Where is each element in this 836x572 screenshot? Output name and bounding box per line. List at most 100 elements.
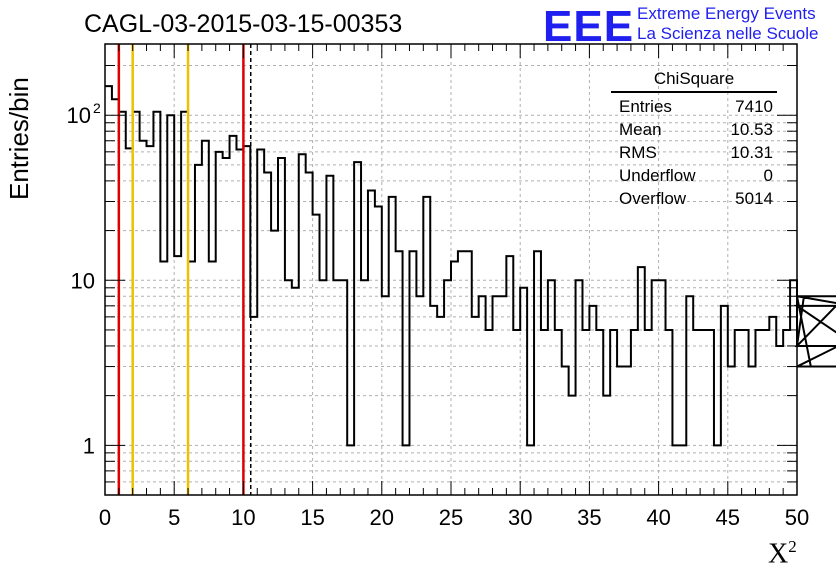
stats-label: RMS bbox=[619, 143, 657, 162]
histogram-bin bbox=[686, 296, 693, 495]
stats-row-underflow: Underflow 0 bbox=[611, 164, 777, 187]
x-tick-label: 25 bbox=[439, 505, 463, 530]
x-tick-label: 30 bbox=[508, 505, 532, 530]
stats-row-mean: Mean 10.53 bbox=[611, 118, 777, 141]
histogram-bin bbox=[375, 206, 382, 495]
stats-value: 7410 bbox=[735, 97, 773, 116]
x-tick-label: 35 bbox=[577, 505, 601, 530]
histogram-bin bbox=[437, 317, 444, 495]
logo-subtitle-2: La Scienza nelle Scuole bbox=[637, 24, 819, 43]
stats-row-overflow: Overflow 5014 bbox=[611, 187, 777, 210]
histogram-bin bbox=[333, 280, 340, 495]
histogram-bin bbox=[299, 154, 306, 495]
histogram-bin bbox=[479, 296, 486, 495]
histogram-bin bbox=[368, 190, 375, 495]
histogram-bin bbox=[472, 317, 479, 495]
stats-box: ChiSquare Entries 7410 Mean 10.53 RMS 10.31… bbox=[611, 69, 777, 210]
histogram-bin bbox=[610, 330, 617, 495]
histogram-bin bbox=[548, 280, 555, 495]
histogram-bin bbox=[742, 330, 749, 495]
histogram-bin bbox=[160, 261, 167, 495]
histogram-bin bbox=[541, 330, 548, 495]
stats-row-entries: Entries 7410 bbox=[611, 95, 777, 118]
histogram-bin bbox=[617, 367, 624, 495]
histogram-bin bbox=[174, 256, 181, 495]
eee-logo: EEE bbox=[543, 2, 635, 51]
histogram-bin bbox=[202, 141, 209, 495]
logo-subtitle-1: Extreme Energy Events bbox=[637, 4, 816, 23]
histogram-bin bbox=[326, 176, 333, 495]
histogram-bin bbox=[354, 162, 361, 495]
histogram-bin bbox=[465, 251, 472, 495]
histogram-bin bbox=[596, 330, 603, 495]
stats-value: 10.53 bbox=[730, 120, 773, 139]
histogram-bin bbox=[216, 152, 223, 495]
x-tick-label: 50 bbox=[785, 505, 809, 530]
y-tick-label: 1 bbox=[83, 433, 95, 458]
histogram-bin bbox=[271, 231, 278, 495]
histogram-bin bbox=[486, 330, 493, 495]
histogram-bin bbox=[140, 141, 147, 495]
histogram-bin bbox=[707, 330, 714, 495]
histogram-bin bbox=[493, 296, 500, 495]
histogram-bin bbox=[755, 330, 762, 495]
histogram-bin bbox=[589, 306, 596, 495]
histogram-bin bbox=[458, 251, 465, 495]
histogram-bin bbox=[306, 172, 313, 495]
histogram-bin bbox=[679, 445, 686, 495]
histogram-bin bbox=[631, 330, 638, 495]
stats-value: 0 bbox=[763, 166, 773, 185]
histogram-bin bbox=[451, 261, 458, 495]
histogram-bin bbox=[147, 146, 154, 495]
y-tick-label-exp: 2 bbox=[93, 100, 101, 116]
chart-title: CAGL-03-2015-03-15-00353 bbox=[84, 10, 403, 38]
histogram-bin bbox=[693, 330, 700, 495]
histogram-bin bbox=[313, 215, 320, 495]
histogram-bin bbox=[762, 330, 769, 495]
histogram-bin bbox=[257, 149, 264, 495]
histogram-bin bbox=[285, 280, 292, 495]
histogram-bin bbox=[645, 330, 652, 495]
histogram-bin bbox=[659, 280, 666, 495]
stats-title: ChiSquare bbox=[611, 69, 777, 93]
histogram-bin bbox=[347, 445, 354, 495]
y-tick-label: 10 bbox=[67, 103, 91, 128]
histogram-bin bbox=[783, 330, 790, 495]
histogram-bars bbox=[105, 85, 836, 495]
histogram-bin bbox=[423, 197, 430, 495]
histogram-bin bbox=[506, 256, 513, 495]
histogram-bin bbox=[416, 296, 423, 495]
histogram-bin bbox=[430, 306, 437, 495]
x-tick-label: 45 bbox=[716, 505, 740, 530]
histogram-bin bbox=[555, 330, 562, 495]
stats-value: 5014 bbox=[735, 189, 773, 208]
x-tick-label: 40 bbox=[646, 505, 670, 530]
histogram-bin bbox=[728, 367, 735, 495]
axis-ticks bbox=[104, 44, 798, 496]
histogram-bin bbox=[527, 445, 534, 495]
histogram-bin bbox=[714, 445, 721, 495]
histogram-bin bbox=[520, 288, 527, 495]
histogram-bin bbox=[735, 330, 742, 495]
histogram-bin bbox=[223, 158, 230, 495]
histogram-bin bbox=[396, 251, 403, 495]
histogram-bin bbox=[292, 288, 299, 495]
histogram-bin bbox=[624, 367, 631, 495]
histogram-bin bbox=[250, 317, 257, 495]
marker-lines bbox=[117, 44, 252, 495]
histogram-bin bbox=[638, 267, 645, 495]
x-tick-label: 10 bbox=[231, 505, 255, 530]
stats-row-rms: RMS 10.31 bbox=[611, 141, 777, 164]
histogram-bin bbox=[105, 86, 112, 495]
histogram-bin bbox=[672, 445, 679, 495]
x-tick-label: 20 bbox=[370, 505, 394, 530]
histogram-bin bbox=[769, 317, 776, 495]
histogram-bin bbox=[167, 115, 174, 495]
y-axis-label: Entries/bin bbox=[4, 77, 34, 200]
histogram-bin bbox=[790, 280, 797, 495]
x-axis-label: X2 bbox=[768, 537, 797, 570]
histogram-bin bbox=[603, 396, 610, 495]
histogram-bin bbox=[209, 261, 216, 495]
